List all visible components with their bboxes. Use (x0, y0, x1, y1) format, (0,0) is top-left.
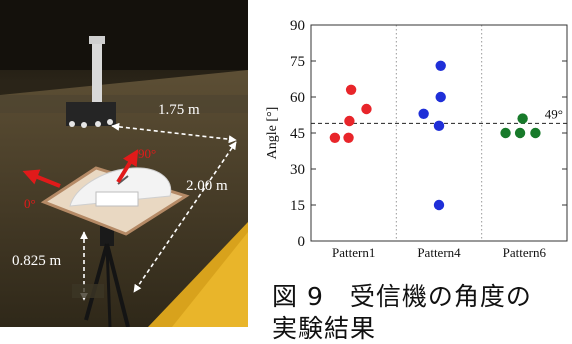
y-tick-label: 90 (290, 18, 305, 34)
y-axis-label: Angle [°] (265, 107, 280, 160)
data-point-pattern6 (500, 127, 511, 139)
y-axis-ticks: 0 15 30 45 60 75 90 (290, 18, 567, 250)
distance-top-label: 1.75 m (158, 102, 200, 118)
x-tick-label: Pattern6 (503, 245, 547, 260)
angle-0-label: 0° (24, 196, 36, 211)
figure-caption-line2: 実験結果 (272, 314, 377, 343)
data-point-pattern1 (329, 132, 341, 143)
data-point-pattern4 (435, 91, 446, 103)
distance-side-label: 2.00 m (186, 178, 228, 194)
chart-grid (395, 25, 483, 241)
y-tick-label: 60 (290, 90, 305, 106)
y-tick-label: 75 (290, 54, 305, 70)
data-point-pattern4 (435, 60, 446, 71)
data-point-pattern4 (418, 108, 429, 120)
y-tick-label: 45 (290, 126, 305, 142)
experiment-photo: 1.75 m 2.00 m 0.825 m 90° 0° (0, 0, 248, 327)
x-tick-label: Pattern1 (332, 245, 375, 260)
height-label: 0.825 m (12, 253, 62, 269)
angle-90-label: 90° (138, 146, 156, 161)
reference-line-label: 49° (545, 106, 563, 121)
y-tick-label: 30 (290, 162, 305, 178)
data-point-pattern4 (433, 120, 445, 131)
x-axis-ticks: Pattern1 Pattern4 Pattern6 (332, 245, 546, 260)
data-point-pattern1 (345, 84, 357, 96)
y-tick-label: 15 (290, 198, 305, 214)
y-tick-label: 0 (298, 234, 306, 250)
data-point-pattern4 (433, 199, 445, 211)
x-tick-label: Pattern4 (417, 245, 461, 260)
data-point-pattern6 (530, 127, 541, 139)
data-point-pattern1 (344, 115, 355, 127)
figure-caption: 図 9 受信機の角度の (272, 282, 532, 311)
data-point-pattern1 (361, 103, 372, 115)
data-point-pattern1 (343, 132, 354, 143)
data-point-pattern6 (517, 113, 528, 124)
data-point-pattern6 (514, 127, 526, 139)
data-points (329, 60, 541, 211)
